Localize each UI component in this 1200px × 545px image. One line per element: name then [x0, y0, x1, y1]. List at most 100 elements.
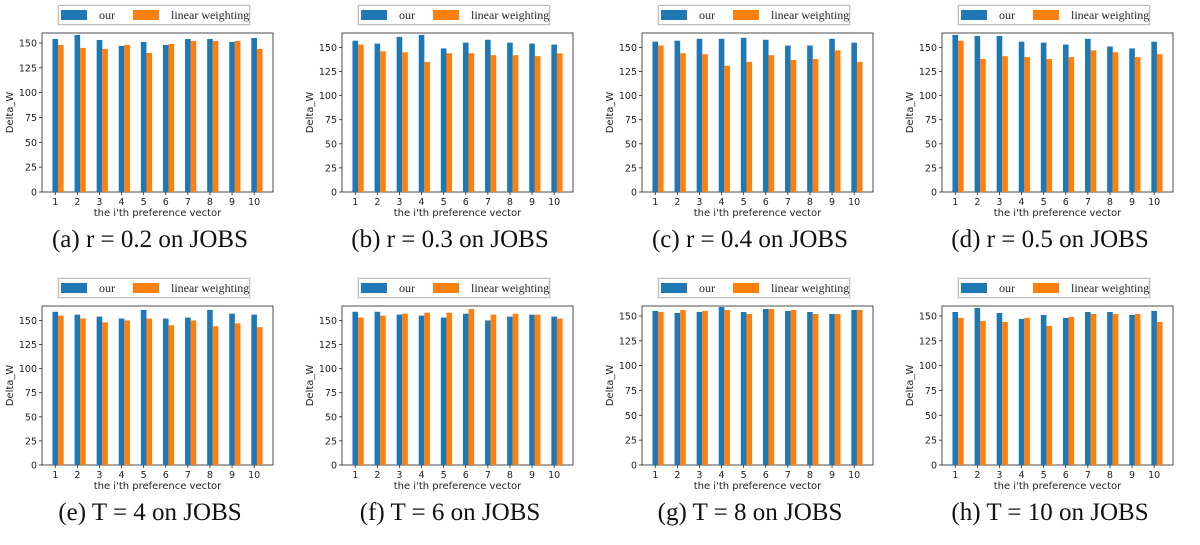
x-tick-label: 10 [848, 470, 860, 481]
bar-linear-weighting [790, 59, 797, 193]
bar-linear-weighting [1156, 321, 1163, 465]
bar-linear-weighting [358, 317, 364, 465]
y-axis-label: Delta_W [605, 92, 616, 134]
bar-linear-weighting [1156, 54, 1163, 193]
legend-swatch [661, 283, 687, 293]
legend-item-linear-weighting: linear weighting [733, 6, 849, 24]
x-tick-label: 1 [952, 470, 958, 481]
bar-linear-weighting [1134, 57, 1141, 192]
bar-linear-weighting [556, 318, 563, 465]
legend: our linear weighting [58, 5, 250, 25]
bar-linear-weighting [958, 40, 964, 192]
y-tick-label: 75 [925, 386, 937, 397]
y-tick-label: 25 [325, 436, 337, 447]
bar-chart: 0 25 50 75 100 125 150 1 2 3 4 5 6 7 8 9 10 the i'th pref… [305, 32, 574, 219]
legend-swatch [133, 283, 159, 293]
x-tick-label: 9 [229, 197, 235, 208]
legend-swatch [61, 10, 87, 20]
bar-our [229, 313, 235, 465]
x-tick-label: 4 [419, 470, 425, 481]
bar-linear-weighting [658, 45, 664, 193]
y-tick-label: 25 [925, 163, 937, 174]
bar-linear-weighting [234, 40, 241, 193]
bar-our [1129, 48, 1135, 192]
legend-swatch [961, 283, 987, 293]
legend-label: linear weighting [171, 7, 250, 22]
legend-label: linear weighting [1071, 7, 1150, 22]
x-axis-label: the i'th preference vector [694, 481, 822, 492]
chart-panel: 0 25 50 75 100 125 150 1 2 3 4 5 6 7 8 9 10 the i'th pref… [600, 0, 900, 272]
bar-linear-weighting [556, 53, 563, 193]
bar-our [374, 311, 381, 465]
x-tick-label: 6 [763, 197, 769, 208]
legend-swatch [61, 283, 87, 293]
y-axis-label: Delta_W [5, 92, 16, 134]
bar-linear-weighting [380, 315, 386, 465]
bar-linear-weighting [446, 53, 453, 193]
bar-linear-weighting [702, 54, 708, 193]
x-tick-label: 7 [485, 197, 491, 208]
x-tick-label: 5 [441, 470, 447, 481]
y-tick-label: 75 [325, 388, 337, 399]
x-axis-label: the i'th preference vector [394, 208, 522, 219]
bar-our [529, 314, 535, 465]
legend-item-linear-weighting: linear weighting [433, 6, 549, 24]
bar-our [185, 317, 191, 465]
bar-our [1107, 46, 1113, 193]
y-tick-label: 100 [319, 91, 337, 102]
x-tick-label: 4 [1019, 197, 1025, 208]
bar-our [1107, 311, 1113, 465]
x-tick-label: 2 [974, 197, 980, 208]
y-axis-label: Delta_W [305, 365, 316, 407]
bar-our [952, 311, 959, 465]
bar-linear-weighting [1134, 313, 1141, 465]
x-tick-label: 2 [374, 470, 380, 481]
y-tick-label: 125 [619, 67, 637, 78]
x-tick-label: 2 [674, 197, 680, 208]
legend-item-our: our [361, 6, 415, 24]
bar-our [785, 310, 791, 465]
x-tick-label: 9 [529, 197, 535, 208]
bar-our [207, 38, 213, 193]
bar-linear-weighting [534, 314, 541, 465]
plot-frame [641, 32, 874, 193]
bar-our [974, 35, 981, 193]
bar-our [74, 314, 81, 465]
x-tick-label: 10 [548, 470, 560, 481]
y-tick-label: 125 [319, 67, 337, 78]
bar-linear-weighting [256, 48, 263, 193]
bar-our [696, 311, 703, 465]
bar-linear-weighting [812, 313, 819, 465]
legend-swatch [733, 283, 759, 293]
y-tick-label: 0 [931, 188, 937, 199]
bar-linear-weighting [1024, 317, 1030, 465]
x-tick-label: 5 [141, 470, 147, 481]
plot-frame [941, 32, 1174, 193]
x-tick-label: 8 [807, 470, 813, 481]
x-tick-label: 5 [441, 197, 447, 208]
x-tick-label: 9 [1129, 197, 1135, 208]
bar-linear-weighting [212, 40, 219, 193]
bar-linear-weighting [980, 59, 986, 192]
bar-our [96, 39, 103, 192]
x-tick-label: 7 [485, 470, 491, 481]
legend-label: linear weighting [471, 280, 550, 295]
y-tick-label: 50 [925, 411, 937, 422]
bar-our [418, 34, 425, 192]
bar-linear-weighting [1002, 321, 1008, 465]
bar-linear-weighting [856, 61, 863, 193]
bar-chart: 0 25 50 75 100 125 150 1 2 3 4 5 6 7 8 9 10 the i'th pref… [605, 305, 874, 492]
y-tick-label: 150 [19, 38, 37, 49]
bar-our [674, 312, 681, 465]
x-tick-label: 10 [248, 470, 260, 481]
bar-our [762, 39, 769, 192]
bar-linear-weighting [80, 318, 86, 465]
bar-our [807, 311, 813, 465]
bar-our [1062, 44, 1069, 193]
y-tick-label: 150 [619, 311, 637, 322]
chart-panel: 0 25 50 75 100 125 150 1 2 3 4 5 6 7 8 9 10 the i'th pref… [300, 0, 600, 272]
bar-our [740, 311, 747, 465]
legend-item-our: our [661, 6, 715, 24]
bar-our [140, 309, 147, 465]
